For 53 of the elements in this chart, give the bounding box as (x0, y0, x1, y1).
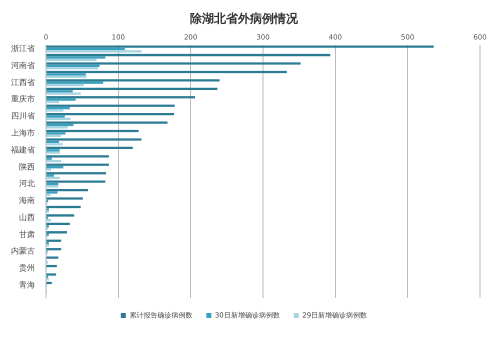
bar (46, 82, 104, 84)
bar (46, 67, 98, 70)
y-tick-label: 海南 (19, 196, 35, 206)
bar (46, 155, 109, 158)
bar (46, 219, 52, 222)
y-tick-label: 河北 (19, 179, 35, 188)
chart-title: 除湖北省外病例情况 (190, 11, 299, 26)
bar (46, 194, 50, 196)
bar (46, 104, 175, 107)
bar (46, 248, 62, 250)
bar (46, 73, 86, 76)
bar (46, 45, 434, 48)
bar (46, 140, 60, 143)
bar (46, 152, 60, 154)
y-tick-label: 河南省 (11, 60, 35, 70)
bar (46, 282, 52, 284)
bar (46, 158, 52, 160)
bar (46, 143, 63, 146)
bar (46, 76, 87, 78)
y-tick-label: 青海 (19, 280, 35, 290)
bar (46, 222, 70, 226)
bar (46, 126, 68, 129)
bar (46, 58, 97, 61)
y-tick-label: 山西 (19, 212, 35, 222)
bar (46, 180, 106, 183)
bar (46, 174, 54, 177)
y-tick-label: 上海市 (11, 128, 35, 138)
bar (46, 134, 62, 137)
bar (46, 256, 58, 259)
y-tick-label: 江西省 (11, 78, 35, 87)
y-tick-label: 内蒙古 (11, 246, 35, 256)
bar (46, 166, 64, 168)
y-tick-label: 四川省 (11, 112, 35, 121)
bar (46, 164, 109, 166)
bar (46, 113, 174, 116)
bar (46, 185, 58, 188)
bar (46, 149, 60, 152)
bar (46, 88, 218, 90)
bar (46, 84, 84, 86)
y-tick-label: 浙江省 (11, 44, 35, 54)
bar (46, 231, 67, 234)
bar (46, 172, 106, 174)
y-tick-label: 福建省 (11, 145, 35, 154)
bar (46, 160, 62, 162)
bar (46, 182, 58, 186)
y-tick-label: 陕西 (19, 162, 35, 172)
y-tick-label: 甘肃 (19, 230, 35, 239)
bar (46, 240, 62, 242)
bar (46, 96, 196, 98)
y-tick-label: 贵州 (19, 264, 35, 273)
bar (46, 98, 76, 101)
y-tick-label: 重庆市 (11, 94, 35, 104)
bar (46, 90, 73, 92)
